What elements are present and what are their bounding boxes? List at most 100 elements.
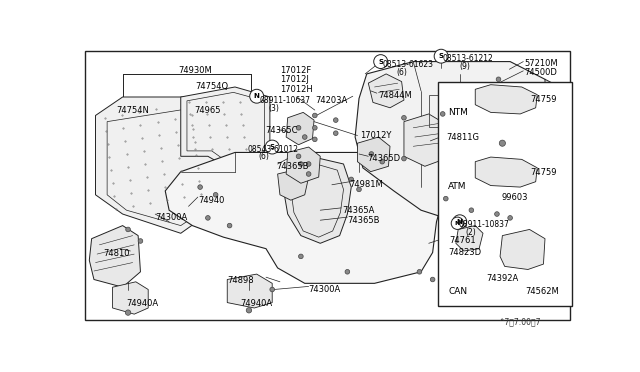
Polygon shape (95, 97, 235, 233)
Text: N: N (455, 221, 460, 226)
Circle shape (452, 215, 467, 229)
Text: S: S (269, 144, 275, 150)
Circle shape (250, 89, 264, 103)
Text: 57210M: 57210M (524, 58, 557, 67)
Text: 74365C: 74365C (265, 126, 298, 135)
Text: 08513-61212: 08513-61212 (443, 54, 493, 63)
Text: (6): (6) (259, 153, 269, 161)
Polygon shape (283, 158, 351, 243)
Polygon shape (476, 85, 537, 114)
Circle shape (333, 131, 338, 135)
Text: 74365B: 74365B (348, 216, 380, 225)
Text: 74940A: 74940A (241, 299, 273, 308)
Circle shape (307, 172, 311, 176)
Polygon shape (165, 153, 444, 283)
Text: 99603: 99603 (502, 193, 528, 202)
Text: 74940A: 74940A (126, 299, 158, 308)
Text: S: S (438, 53, 444, 59)
Circle shape (345, 269, 349, 274)
Circle shape (198, 185, 202, 189)
Text: (9): (9) (460, 62, 470, 71)
Circle shape (402, 115, 406, 120)
Circle shape (138, 239, 143, 243)
Text: 74392A: 74392A (486, 274, 518, 283)
Text: S: S (378, 58, 383, 65)
Text: 74203A: 74203A (316, 96, 348, 105)
Circle shape (205, 216, 210, 220)
Text: 74365B: 74365B (276, 162, 308, 171)
Polygon shape (476, 157, 537, 187)
Circle shape (495, 212, 499, 217)
Text: 17012F: 17012F (280, 66, 311, 75)
Text: 74940: 74940 (198, 196, 224, 205)
Text: (2): (2) (465, 228, 476, 237)
Circle shape (356, 187, 362, 192)
Circle shape (265, 140, 279, 154)
Circle shape (434, 49, 448, 63)
Circle shape (469, 208, 474, 212)
Polygon shape (278, 169, 308, 200)
Text: 74965: 74965 (195, 106, 221, 115)
Circle shape (303, 135, 307, 140)
Circle shape (349, 177, 353, 182)
Circle shape (125, 310, 131, 315)
Polygon shape (180, 87, 270, 172)
Polygon shape (227, 274, 272, 308)
Circle shape (402, 156, 406, 161)
Text: 74500D: 74500D (524, 68, 557, 77)
Circle shape (296, 154, 301, 158)
Bar (429, 95, 479, 127)
Text: CAN: CAN (448, 287, 467, 296)
Circle shape (312, 113, 317, 118)
Text: 74823D: 74823D (448, 248, 481, 257)
Circle shape (499, 140, 506, 146)
Circle shape (296, 125, 301, 130)
Text: ATM: ATM (448, 182, 467, 191)
Text: 74365D: 74365D (367, 154, 401, 163)
Circle shape (508, 216, 513, 220)
Circle shape (496, 77, 501, 81)
Text: 08543-61012: 08543-61012 (248, 145, 298, 154)
Text: 08513-61623: 08513-61623 (382, 60, 433, 69)
Circle shape (369, 152, 374, 156)
Text: 08911-10837: 08911-10837 (458, 220, 509, 229)
Text: N: N (254, 93, 260, 99)
Polygon shape (286, 112, 314, 145)
Text: N: N (457, 219, 463, 225)
Circle shape (246, 308, 252, 313)
Circle shape (312, 125, 317, 130)
Text: 08911-10637: 08911-10637 (260, 96, 311, 105)
Circle shape (125, 227, 131, 232)
Text: 74844M: 74844M (378, 91, 412, 100)
Circle shape (417, 269, 422, 274)
Circle shape (380, 159, 385, 164)
Text: 17012Y: 17012Y (360, 131, 392, 140)
Bar (438, 81, 572, 307)
Circle shape (298, 162, 303, 166)
Text: 17012J: 17012J (280, 76, 309, 84)
Text: (6): (6) (396, 68, 407, 77)
Circle shape (213, 192, 218, 197)
Text: 74930M: 74930M (178, 66, 212, 75)
Polygon shape (113, 282, 148, 314)
Text: 74761: 74761 (449, 235, 476, 245)
Text: 74300A: 74300A (155, 212, 188, 221)
Circle shape (374, 55, 388, 68)
Polygon shape (90, 225, 140, 287)
Circle shape (451, 217, 463, 230)
Circle shape (298, 254, 303, 259)
Circle shape (333, 118, 338, 122)
Circle shape (440, 112, 445, 116)
Circle shape (307, 162, 311, 166)
Text: 74562M: 74562M (525, 287, 559, 296)
Circle shape (312, 137, 317, 142)
Text: 17012H: 17012H (280, 85, 313, 94)
Polygon shape (404, 114, 448, 166)
Text: (3): (3) (268, 104, 279, 113)
Polygon shape (368, 74, 404, 108)
Text: 74754N: 74754N (116, 106, 149, 115)
Polygon shape (358, 137, 390, 172)
Text: 74810: 74810 (103, 250, 130, 259)
Circle shape (430, 277, 435, 282)
Text: 74759: 74759 (531, 168, 557, 177)
